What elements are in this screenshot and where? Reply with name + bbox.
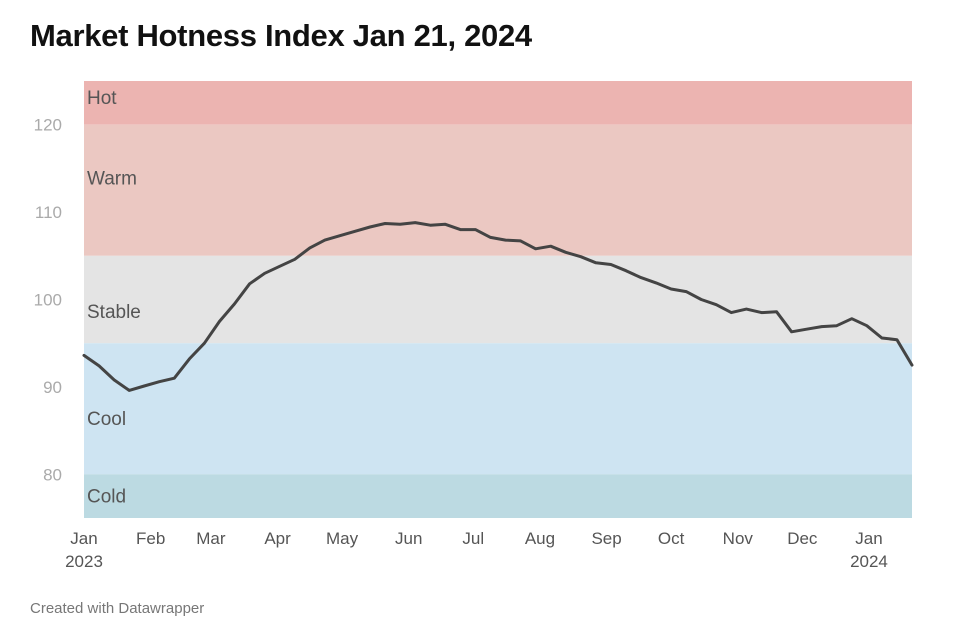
data-point (564, 251, 567, 254)
data-point (684, 290, 688, 293)
band-warm (84, 124, 912, 256)
data-point (112, 378, 116, 382)
data-point (429, 224, 432, 227)
data-point (353, 230, 357, 233)
data-point (654, 281, 658, 285)
band-stable (84, 255, 912, 344)
y-tick-label: 90 (43, 378, 62, 397)
band-label-cold: Cold (87, 486, 126, 507)
data-point (323, 238, 327, 242)
data-point (489, 236, 492, 239)
x-tick-label: Nov (723, 529, 754, 548)
band-label-stable: Stable (87, 302, 141, 323)
band-layer: Hot Warm Stable Cool Cold (84, 81, 912, 518)
data-point (308, 246, 312, 250)
footer-credit: Created with Datawrapper (30, 600, 205, 617)
data-point (444, 223, 447, 226)
chart-title: Market Hotness Index Jan 21, 2024 (30, 18, 532, 53)
data-point (549, 244, 552, 248)
data-point (474, 228, 477, 231)
y-tick-label: 100 (34, 291, 62, 310)
data-point (368, 225, 372, 229)
band-cool (84, 343, 912, 475)
data-point (775, 310, 778, 313)
data-point (504, 238, 507, 242)
x-tick-label: Sep (591, 529, 621, 548)
x-tick-label: Apr (264, 529, 291, 548)
data-point (760, 311, 763, 314)
x-tick-label: Mar (196, 529, 226, 548)
band-label-hot: Hot (87, 88, 117, 109)
series-layer (82, 221, 914, 392)
data-point (624, 269, 628, 272)
data-point (383, 222, 387, 225)
data-point (127, 389, 131, 392)
data-point (594, 261, 598, 264)
data-point (835, 324, 838, 327)
data-point (414, 221, 417, 224)
data-point (203, 342, 206, 345)
data-point (233, 302, 236, 306)
data-point (278, 265, 281, 268)
data-point (218, 320, 221, 323)
x-tick-label: Jan (70, 529, 97, 548)
x-tick-label: Aug (525, 529, 555, 548)
x-tick-label: May (326, 529, 359, 548)
data-point (715, 303, 718, 306)
x-tick-label: Feb (136, 529, 165, 548)
x-tick-label: Jul (462, 529, 484, 548)
data-point (293, 258, 296, 261)
data-point (263, 272, 266, 275)
data-point (669, 287, 673, 291)
data-point (579, 255, 582, 258)
data-point (338, 234, 342, 237)
y-tick-label: 110 (35, 203, 62, 222)
band-cold (84, 474, 912, 518)
data-point (534, 247, 537, 251)
data-point (459, 228, 462, 231)
x-tick-year-label: 2024 (850, 552, 888, 571)
data-point (880, 336, 884, 340)
data-point (790, 330, 793, 334)
band-label-cool: Cool (87, 409, 126, 430)
data-point (143, 384, 146, 388)
x-axis: Jan 2023 Feb Mar Apr May Jun Jul Aug Sep Oct Nov Dec… (65, 529, 888, 571)
data-point (248, 282, 251, 285)
y-tick-label: 120 (34, 116, 62, 135)
data-point (850, 317, 853, 320)
data-point (865, 324, 869, 327)
x-tick-year-label: 2023 (65, 552, 103, 571)
data-point (730, 311, 733, 314)
data-point (700, 298, 703, 301)
x-tick-label: Jan (855, 529, 882, 548)
data-point (609, 263, 613, 266)
data-point (820, 325, 823, 328)
band-label-warm: Warm (87, 169, 137, 190)
x-tick-label: Jun (395, 529, 422, 548)
series-line-0 (82, 221, 914, 392)
data-point (173, 376, 176, 380)
band-hot (84, 81, 912, 125)
data-point (910, 363, 914, 367)
data-point (745, 307, 748, 311)
x-tick-label: Oct (658, 529, 685, 548)
data-point (805, 328, 808, 331)
y-tick-label: 80 (43, 465, 62, 484)
data-point (519, 239, 522, 243)
data-point (895, 338, 899, 341)
data-point (188, 357, 191, 361)
data-point (398, 223, 402, 226)
y-axis: 80 90 100 110 120 (34, 116, 62, 485)
data-point (97, 364, 101, 368)
data-point (639, 276, 643, 279)
x-tick-label: Dec (787, 529, 818, 548)
data-point (158, 380, 161, 383)
data-point (82, 354, 86, 357)
